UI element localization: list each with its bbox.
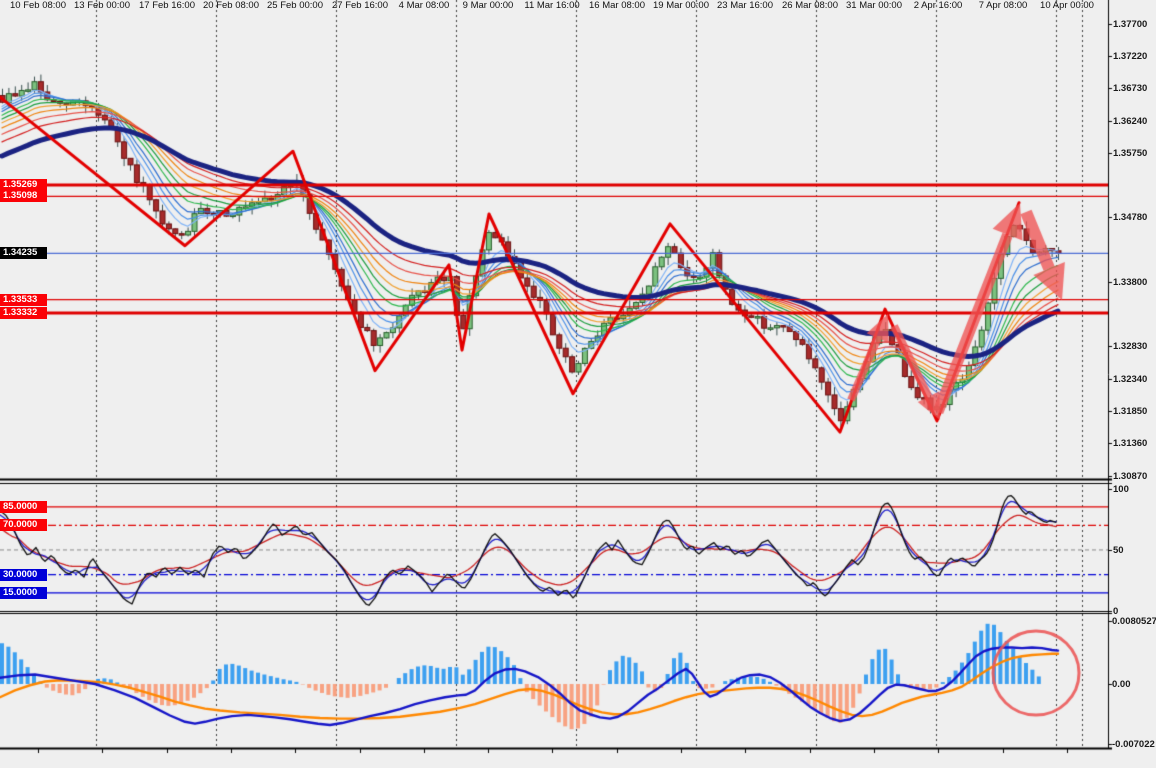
current-price-badge: 1.34235 xyxy=(0,247,47,259)
price-tick-label: 1.36240 xyxy=(1113,116,1148,127)
time-axis-label: 31 Mar 00:00 xyxy=(846,0,902,11)
time-axis-label: 13 Feb 00:00 xyxy=(74,0,130,11)
time-axis-label: 2 Apr 16:00 xyxy=(913,0,963,11)
price-tick-label: 1.35750 xyxy=(1113,148,1148,159)
price-level-badge: 1.35098 xyxy=(0,190,47,202)
time-axis-label: 17 Feb 16:00 xyxy=(139,0,195,11)
oscillator-level-badge: 15.0000 xyxy=(0,587,47,599)
time-axis-label: 10 Feb 08:00 xyxy=(10,0,66,11)
oscillator-level-badge: 30.0000 xyxy=(0,569,47,581)
macd-tick-label: 0.0080527 xyxy=(1112,616,1156,627)
oscillator-level-badge: 70.0000 xyxy=(0,519,47,531)
time-axis-label: 4 Mar 08:00 xyxy=(398,0,450,11)
time-axis-label: 10 Apr 00:00 xyxy=(1040,0,1094,11)
time-axis-label: 27 Feb 16:00 xyxy=(332,0,388,11)
macd-tick-label: -0.007022 xyxy=(1112,739,1155,750)
time-axis-label: 20 Feb 08:00 xyxy=(203,0,259,11)
price-level-badge: 1.33332 xyxy=(0,307,47,319)
time-axis-label: 26 Mar 08:00 xyxy=(782,0,838,11)
time-axis-label: 7 Apr 08:00 xyxy=(978,0,1028,11)
time-axis-label: 16 Mar 08:00 xyxy=(589,0,645,11)
price-tick-label: 1.31360 xyxy=(1113,438,1148,449)
macd-tick-label: 0.00 xyxy=(1112,679,1131,690)
time-axis-label: 25 Feb 00:00 xyxy=(267,0,323,11)
price-tick-label: 1.37700 xyxy=(1113,19,1148,30)
oscillator-tick-label: 100 xyxy=(1113,484,1129,495)
price-tick-label: 1.32830 xyxy=(1113,341,1148,352)
price-tick-label: 1.37220 xyxy=(1113,51,1148,62)
price-tick-label: 1.31850 xyxy=(1113,406,1148,417)
price-tick-label: 1.32340 xyxy=(1113,374,1148,385)
price-tick-label: 1.36730 xyxy=(1113,83,1148,94)
price-level-badge: 1.33533 xyxy=(0,294,47,306)
price-tick-label: 1.34780 xyxy=(1113,212,1148,223)
price-tick-label: 1.30870 xyxy=(1113,471,1148,482)
oscillator-tick-label: 50 xyxy=(1113,545,1124,556)
price-level-badge: 1.35269 xyxy=(0,179,47,191)
oscillator-tick-label: 0 xyxy=(1113,606,1119,617)
time-axis-label: 11 Mar 16:00 xyxy=(524,0,580,11)
time-axis-label: 23 Mar 16:00 xyxy=(717,0,773,11)
time-axis-label: 19 Mar 00:00 xyxy=(653,0,709,11)
price-tick-label: 1.33800 xyxy=(1113,277,1148,288)
oscillator-level-badge: 85.0000 xyxy=(0,501,47,513)
time-axis-label: 9 Mar 00:00 xyxy=(462,0,514,11)
